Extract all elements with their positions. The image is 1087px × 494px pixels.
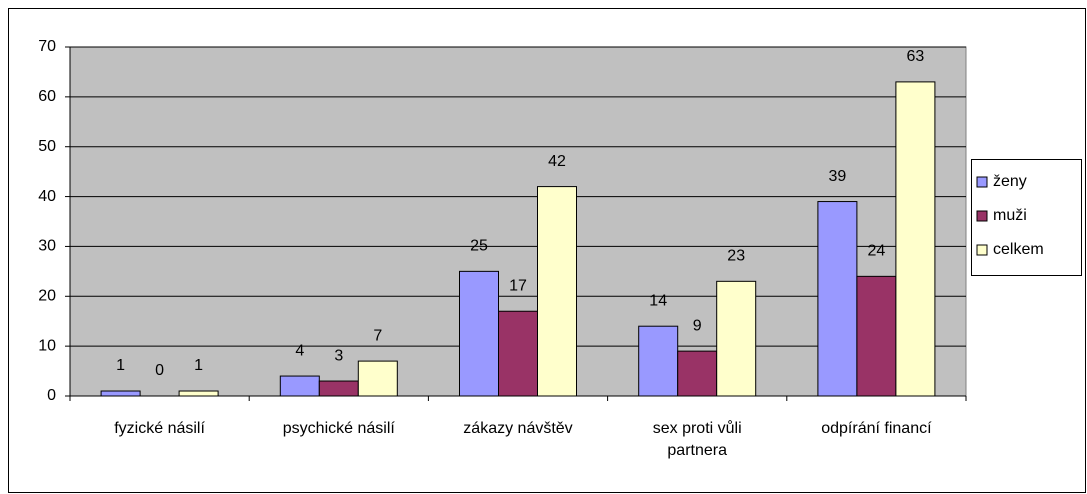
y-tick-label: 30 [38,238,56,255]
y-tick-label: 20 [38,288,56,305]
legend-label: ženy [993,173,1027,190]
data-label: 1 [116,357,125,374]
x-tick-label: odpírání financí [821,420,932,437]
data-label: 17 [509,277,527,294]
bar [279,375,320,397]
bar [498,310,538,397]
legend [971,159,1082,276]
data-label: 3 [334,347,343,364]
data-label: 14 [649,292,667,309]
y-tick-label: 50 [38,138,56,155]
bar [895,81,936,397]
y-tick-label: 70 [38,38,56,55]
bar [100,390,141,397]
bar [357,360,398,397]
bar [318,380,359,397]
y-tick-label: 40 [38,188,56,205]
bar [716,280,757,397]
legend-label: muži [993,207,1027,224]
x-tick-label: psychické násilí [282,420,395,437]
data-label: 25 [470,238,488,255]
bar [817,201,858,397]
bar [459,270,499,397]
bar [638,325,679,397]
bar [537,186,577,397]
data-label: 42 [548,153,566,170]
data-label: 24 [868,243,886,260]
data-label: 7 [373,327,382,344]
legend-swatch [976,210,988,222]
x-tick-label: sex proti vůli partnera [652,420,742,459]
data-label: 9 [693,317,702,334]
data-label: 4 [295,342,304,359]
y-tick-label: 60 [38,88,56,105]
legend-swatch [976,244,988,256]
bar [677,350,718,397]
bar [856,275,897,397]
data-label: 0 [155,362,164,379]
x-tick-label: fyzické násilí [114,420,205,437]
y-tick-label: 10 [38,337,56,354]
y-tick-label: 0 [47,387,56,404]
x-tick-label: zákazy návštěv [463,420,573,437]
data-label: 39 [829,168,847,185]
legend-swatch [976,176,988,188]
data-label: 1 [194,357,203,374]
bar [178,390,219,397]
data-label: 63 [907,48,925,65]
legend-label: celkem [993,241,1044,258]
data-label: 23 [727,248,745,265]
